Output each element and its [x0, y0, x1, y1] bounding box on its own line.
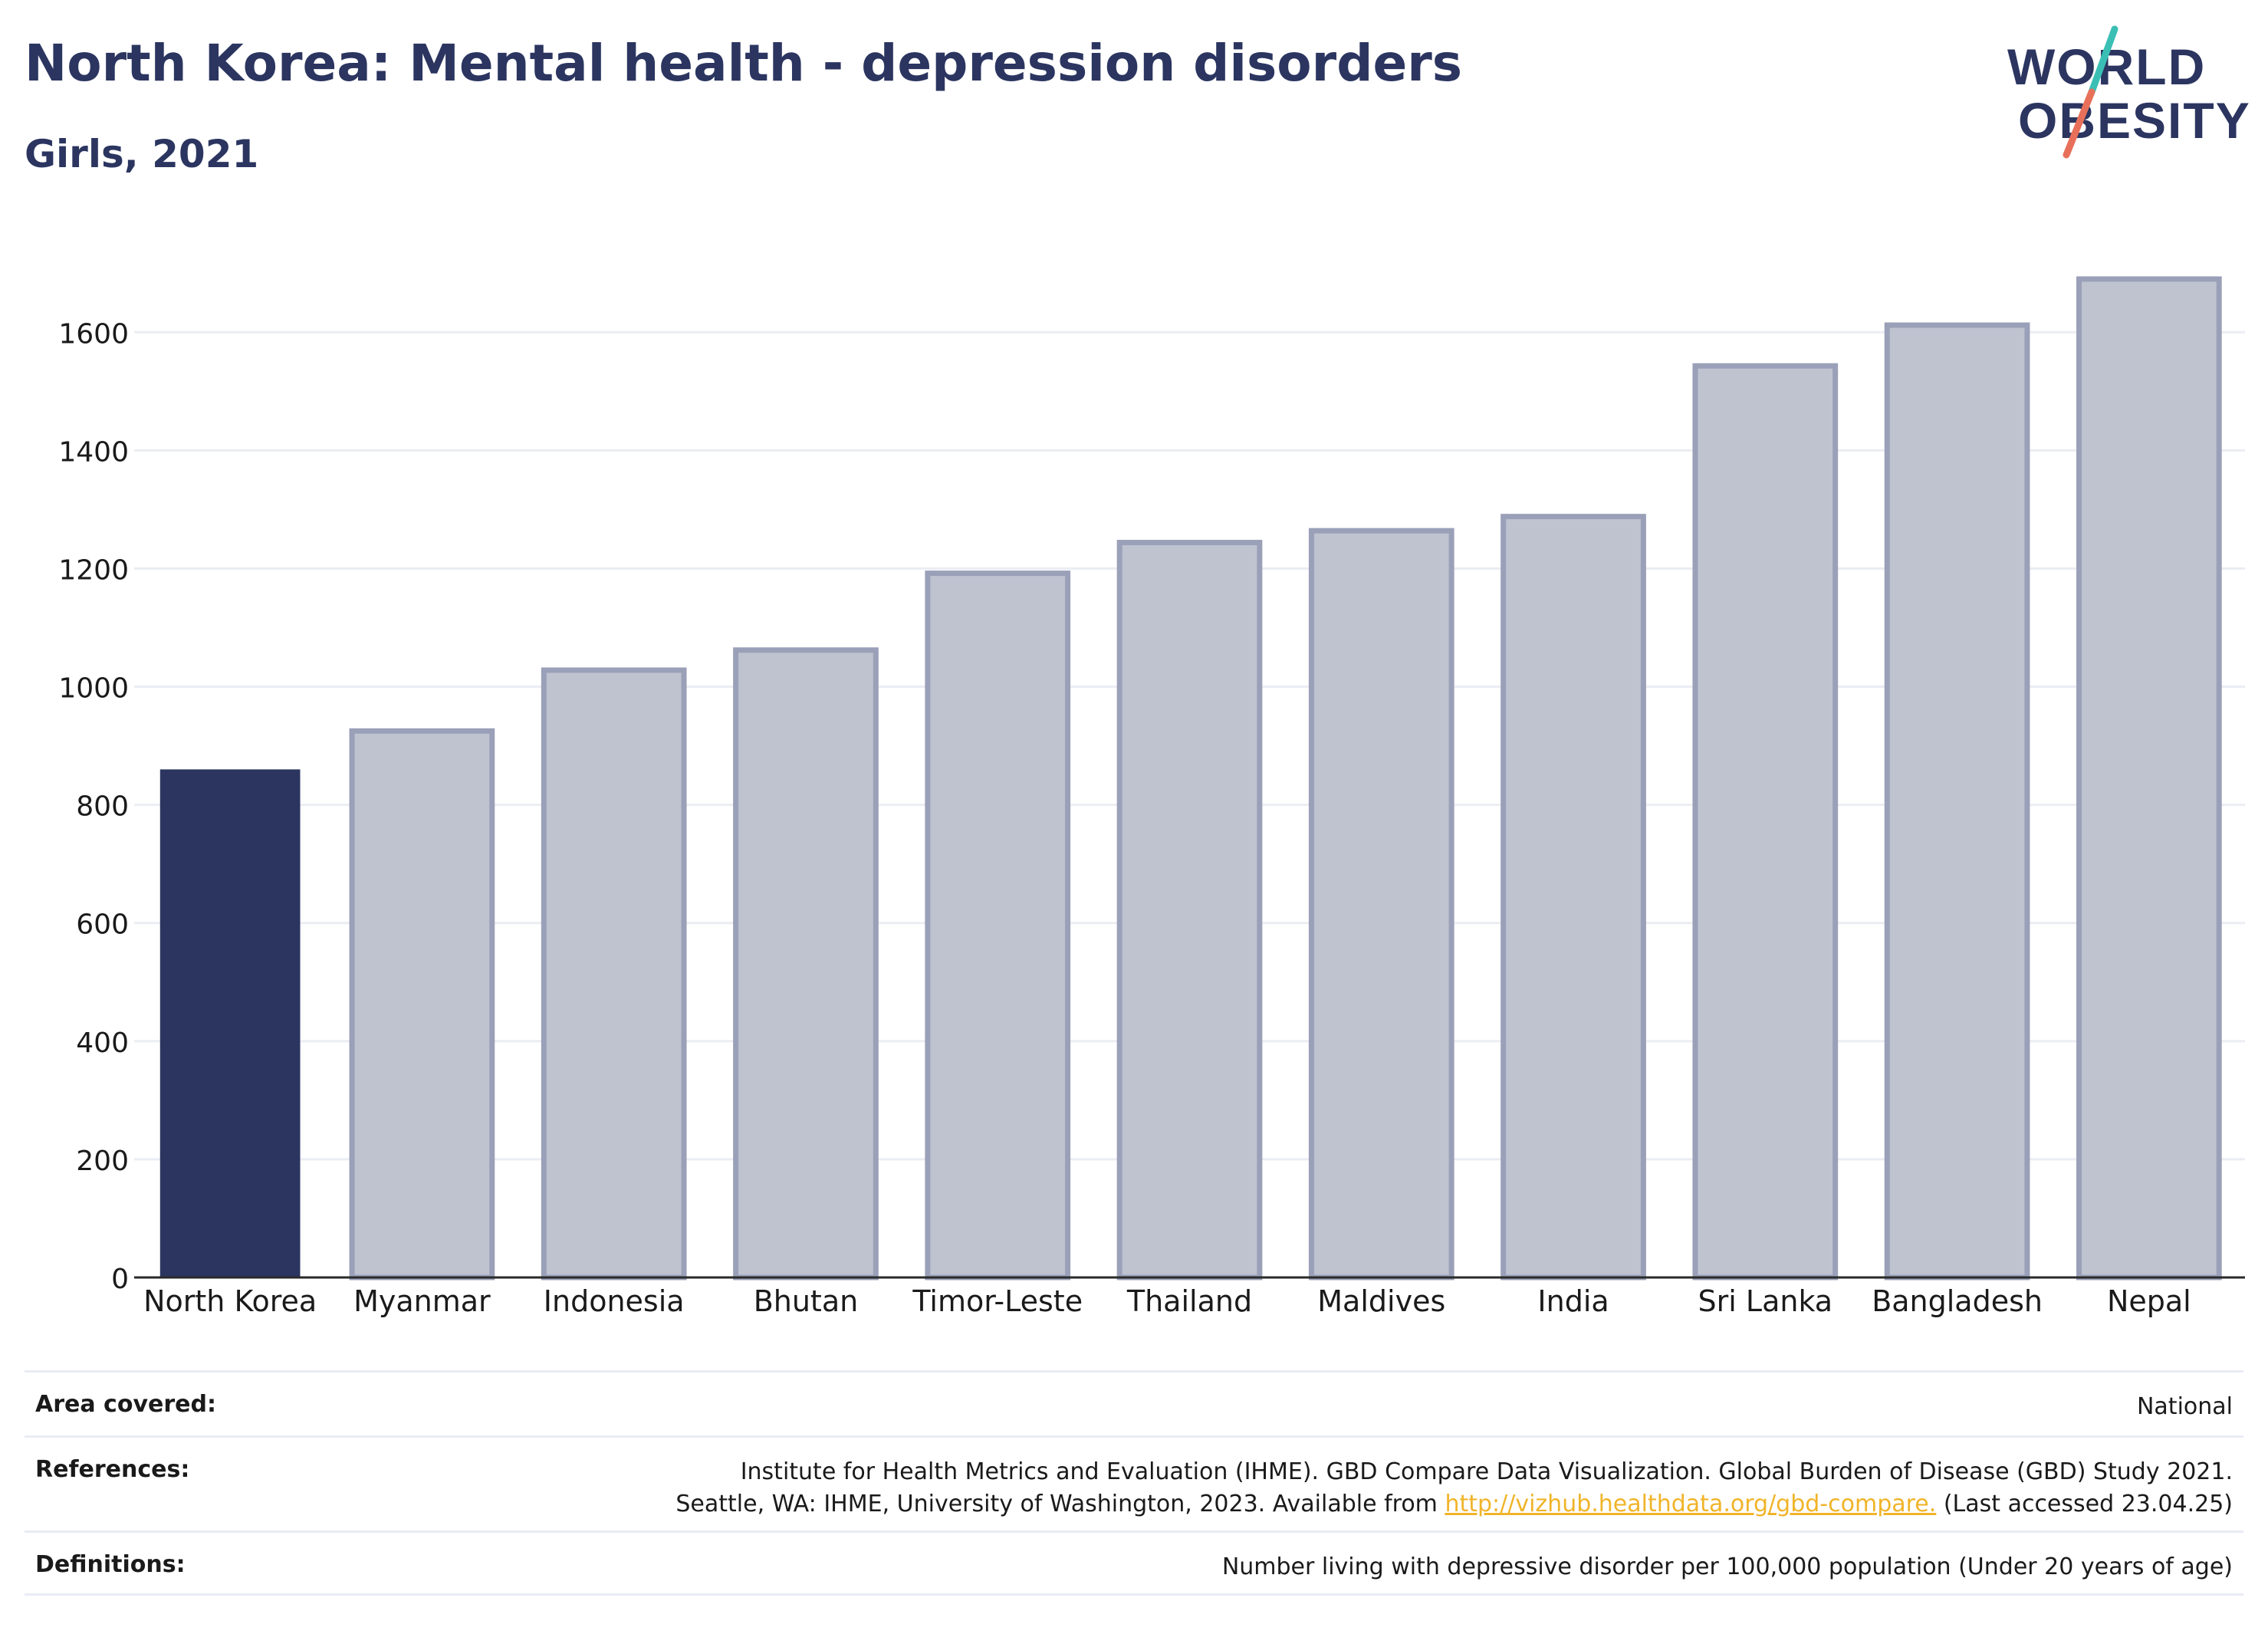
- x-tick-label: Thailand: [1126, 1284, 1252, 1318]
- y-tick-label: 200: [76, 1146, 129, 1177]
- x-tick-label: Sri Lanka: [1698, 1284, 1833, 1318]
- bar-india: [1500, 514, 1646, 1281]
- definitions-row: Definitions: Number living with depressi…: [25, 1530, 2243, 1596]
- x-tick-label: Myanmar: [353, 1284, 491, 1318]
- x-tick-label: Bangladesh: [1872, 1284, 2043, 1318]
- references-value: Institute for Health Metrics and Evaluat…: [675, 1456, 2233, 1521]
- metadata-table: Area covered: National References: Insti…: [25, 1370, 2243, 1596]
- bar-thailand: [1116, 540, 1263, 1281]
- x-tick-labels: North Korea Myanmar Indonesia Bhutan Timor-L…: [143, 1284, 2191, 1318]
- bar-maldives: [1308, 528, 1454, 1281]
- bar-timor-leste: [925, 570, 1071, 1281]
- references-line2-prefix: Seattle, WA: IHME, University of Washing…: [675, 1491, 1445, 1517]
- bar-indonesia: [541, 667, 687, 1281]
- references-row: References: Institute for Health Metrics…: [25, 1435, 2243, 1530]
- y-tick-label: 1400: [58, 436, 129, 468]
- x-tick-label: Timor-Leste: [912, 1284, 1083, 1318]
- x-tick-label: India: [1537, 1284, 1609, 1318]
- logo-word-obesity: OBESITY: [2018, 92, 2251, 149]
- y-tick-label: 1600: [58, 318, 129, 350]
- bar-myanmar: [349, 728, 495, 1281]
- y-tick-label: 0: [111, 1264, 129, 1295]
- definitions-label: Definitions:: [35, 1551, 186, 1578]
- bar-nepal: [2076, 276, 2222, 1281]
- x-tick-label: Nepal: [2107, 1284, 2191, 1318]
- bar-bhutan: [733, 647, 879, 1281]
- y-tick-label: 1200: [58, 554, 129, 586]
- references-link[interactable]: http://vizhub.healthdata.org/gbd-compare…: [1445, 1491, 1937, 1517]
- area-covered-value: National: [2136, 1393, 2233, 1420]
- y-tick-labels: 0 200 400 600 800 1000 1200 1400 1600: [58, 318, 129, 1295]
- world-obesity-logo: WORLD OBESITY: [2007, 25, 2251, 159]
- logo-slash-bottom: [2063, 88, 2095, 159]
- x-tick-label: Indonesia: [544, 1284, 685, 1318]
- bar-north-korea: [159, 769, 301, 1277]
- y-tick-label: 600: [76, 909, 129, 941]
- bar-chart: 0 200 400 600 800 1000 1200 1400 1600 North Kore…: [58, 276, 2245, 1318]
- bars: [159, 276, 2222, 1281]
- x-tick-label: North Korea: [143, 1284, 317, 1318]
- chart-subtitle: Girls, 2021: [25, 132, 259, 176]
- references-line1: Institute for Health Metrics and Evaluat…: [740, 1458, 2233, 1485]
- x-tick-label: Maldives: [1317, 1284, 1445, 1318]
- y-tick-label: 400: [76, 1027, 129, 1059]
- bar-sri-lanka: [1692, 363, 1839, 1281]
- area-covered-row: Area covered: National: [25, 1370, 2243, 1435]
- area-covered-label: Area covered:: [35, 1391, 216, 1418]
- references-line2-suffix: (Last accessed 23.04.25): [1936, 1491, 2233, 1517]
- logo-slash-top: [2088, 25, 2118, 96]
- chart-title: North Korea: Mental health - depression …: [25, 34, 1463, 93]
- references-label: References:: [35, 1456, 190, 1483]
- x-tick-label: Bhutan: [754, 1284, 859, 1318]
- y-tick-label: 800: [76, 791, 129, 823]
- bar-bangladesh: [1884, 322, 2030, 1281]
- definitions-value: Number living with depressive disorder p…: [1221, 1553, 2233, 1580]
- y-tick-label: 1000: [58, 673, 129, 705]
